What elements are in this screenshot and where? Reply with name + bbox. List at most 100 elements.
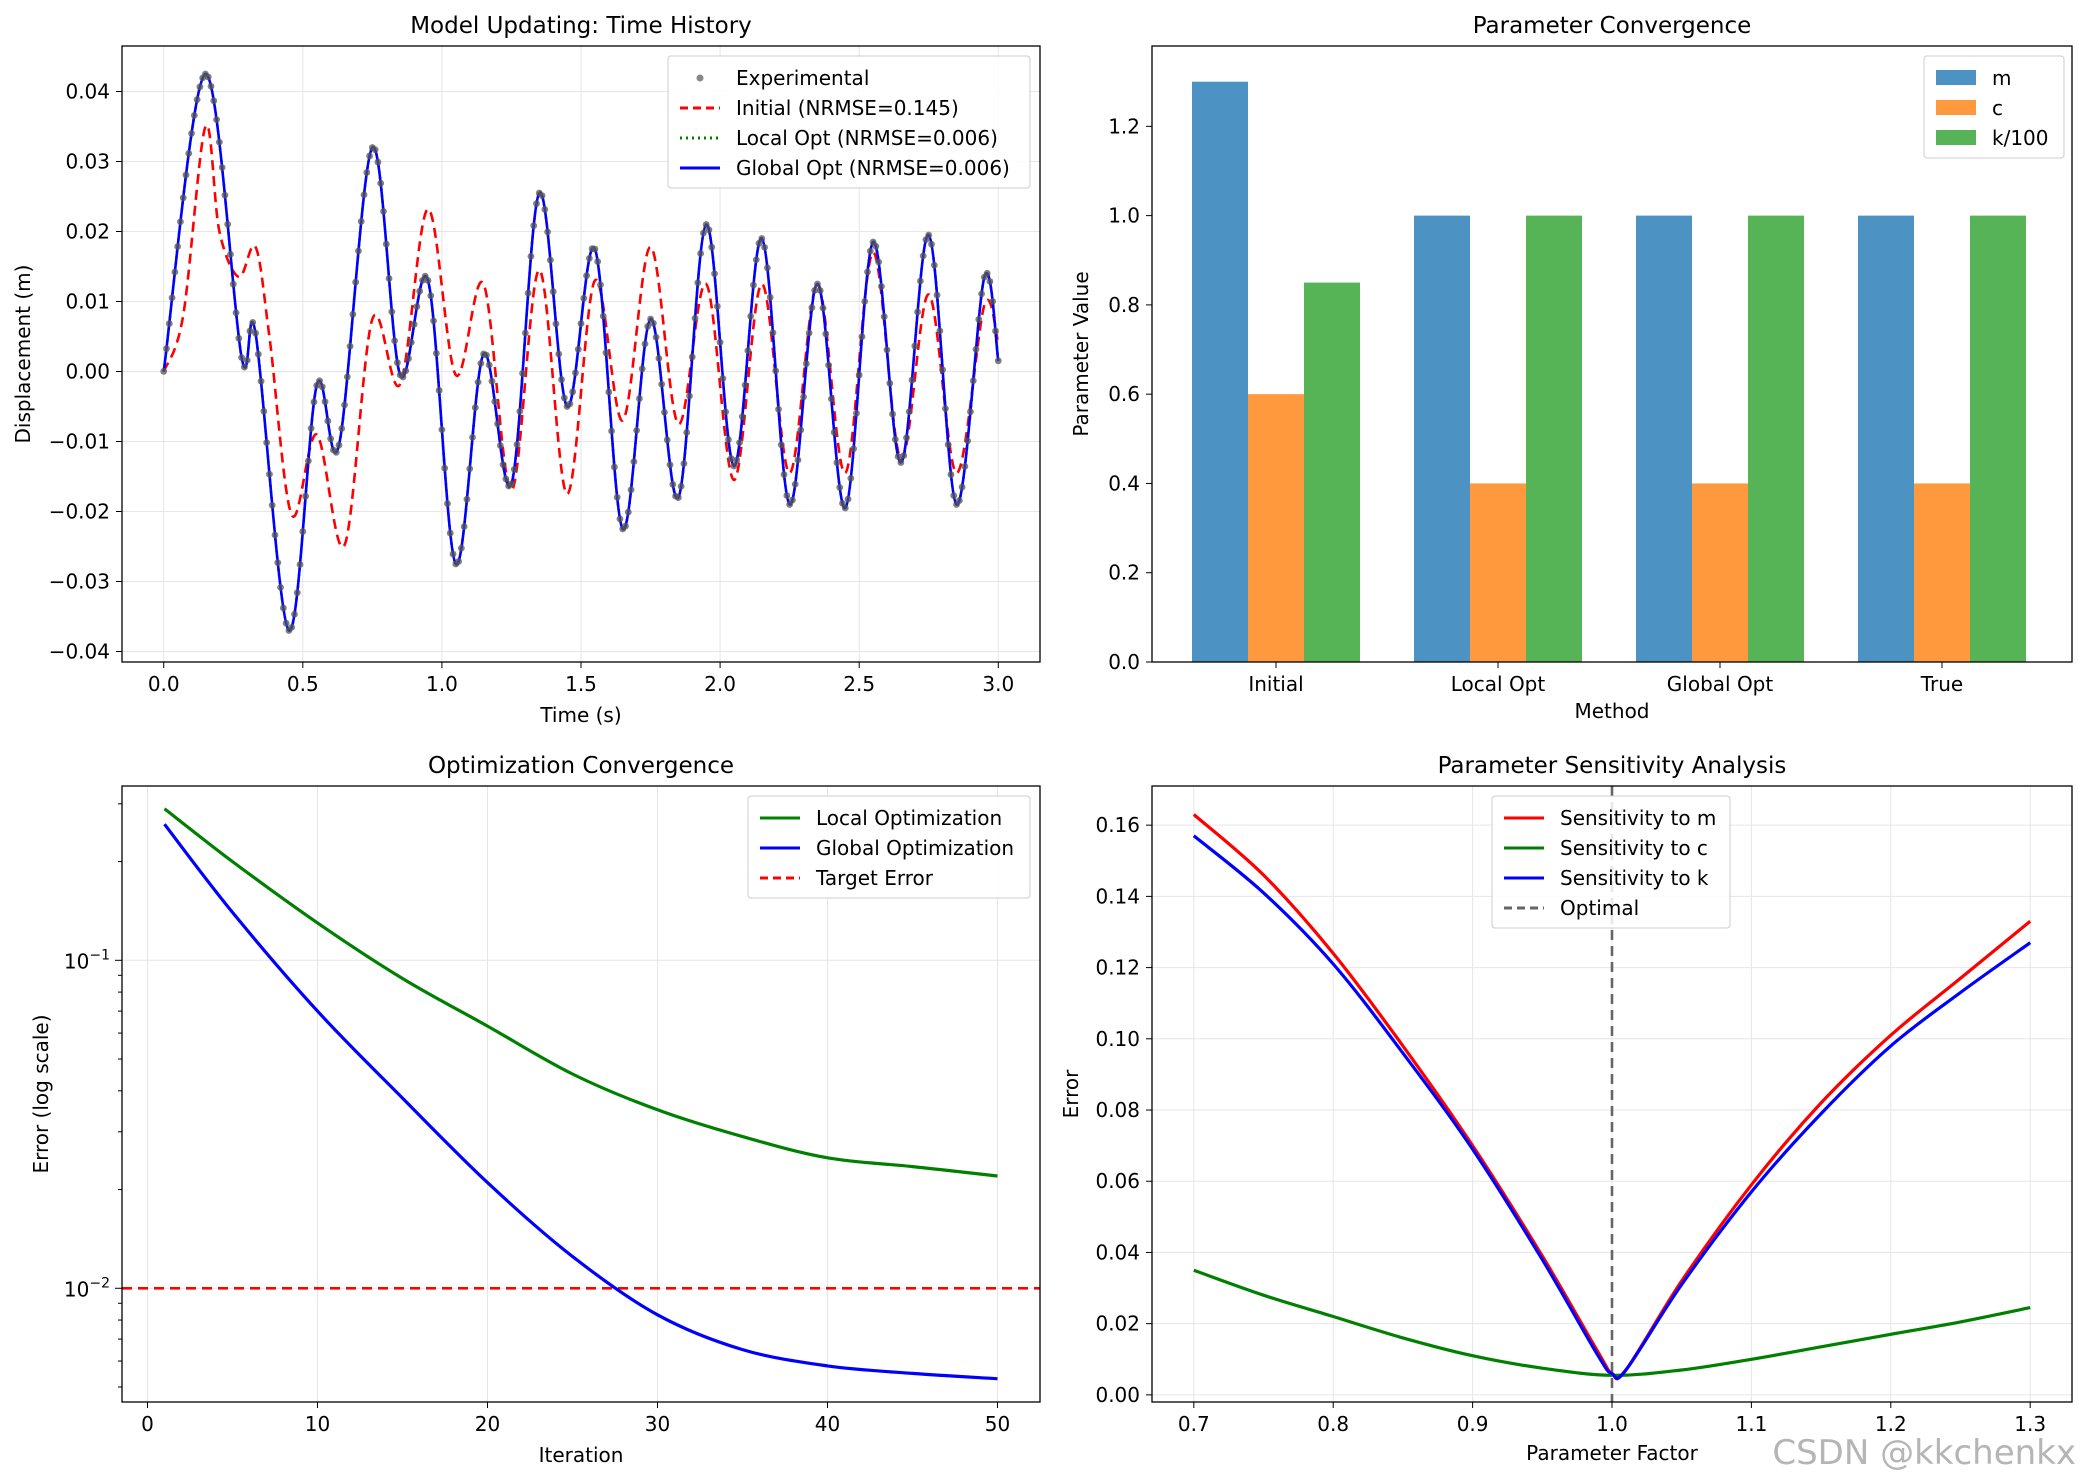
experimental-point: [249, 318, 257, 326]
experimental-point: [969, 377, 977, 385]
experimental-point: [992, 327, 999, 335]
experimental-point: [925, 231, 933, 239]
x-tick-label: 0.8: [1317, 1412, 1349, 1436]
experimental-point: [516, 407, 524, 415]
experimental-point: [293, 589, 301, 597]
experimental-point: [908, 376, 916, 384]
experimental-point: [880, 313, 888, 321]
experimental-point: [978, 290, 985, 298]
experimental-point: [713, 302, 721, 310]
bar-c-initial: [1248, 394, 1304, 662]
experimental-point: [942, 405, 949, 412]
experimental-point: [636, 395, 643, 402]
experimental-point: [674, 494, 682, 501]
experimental-point: [602, 349, 610, 357]
experimental-point: [546, 256, 554, 264]
x-tick-label: 2.5: [843, 672, 875, 696]
experimental-point: [435, 387, 443, 394]
experimental-point: [460, 523, 468, 531]
experimental-point: [332, 448, 340, 456]
x-tick-label: 50: [985, 1412, 1010, 1436]
experimental-point: [463, 495, 471, 503]
series-initial: [162, 123, 1000, 549]
experimental-point: [766, 293, 774, 301]
experimental-point: [391, 337, 399, 345]
experimental-point: [697, 250, 705, 257]
experimental-point: [530, 222, 538, 230]
experimental-point: [708, 243, 716, 251]
experimental-point: [488, 377, 496, 385]
experimental-point: [224, 220, 232, 228]
experimental-point: [694, 279, 702, 287]
experimental-point: [432, 349, 440, 357]
bar-m-initial: [1192, 81, 1248, 662]
experimental-point: [741, 381, 749, 389]
legend-label: Experimental: [736, 66, 869, 90]
bar-k-100-true: [1970, 215, 2026, 663]
experimental-point: [174, 243, 182, 250]
experimental-point: [624, 508, 632, 516]
experimental-point: [775, 405, 782, 413]
experimental-point: [827, 395, 835, 403]
experimental-point: [405, 355, 412, 362]
experimental-point: [182, 171, 190, 179]
experimental-point: [736, 439, 743, 447]
experimental-point: [538, 192, 546, 199]
experimental-point: [360, 191, 368, 199]
experimental-point: [343, 373, 351, 381]
experimental-point: [455, 558, 462, 565]
experimental-point: [599, 312, 607, 320]
experimental-point: [190, 111, 198, 119]
experimental-point: [702, 221, 710, 228]
experimental-point: [193, 96, 201, 104]
bar-k-100-local-opt: [1526, 215, 1582, 663]
experimental-point: [641, 340, 649, 348]
chart-parameter-convergence: 0.0 0.2 0.4 0.6 0.8 1.0 1.2 Initial Local Opt Glo…: [1069, 13, 2073, 723]
experimental-point: [805, 329, 813, 337]
x-tick-label: Local Opt: [1451, 672, 1546, 696]
experimental-point: [263, 439, 271, 447]
experimental-point: [188, 130, 195, 137]
experimental-point: [610, 463, 618, 471]
axes-frame: [1151, 785, 2073, 1403]
experimental-point: [355, 247, 362, 255]
experimental-point: [288, 623, 296, 631]
legend-box: [747, 795, 1031, 899]
watermark: CSDN @kkchenkx: [1772, 1433, 2076, 1473]
bar-m-global-opt: [1636, 215, 1692, 663]
experimental-point: [357, 218, 365, 225]
experimental-point: [569, 388, 577, 396]
experimental-point: [814, 280, 821, 288]
experimental-point: [777, 441, 785, 449]
chart-title: Parameter Sensitivity Analysis: [1438, 753, 1787, 779]
legend-label: Optimal: [1560, 896, 1639, 920]
experimental-point: [789, 496, 796, 504]
experimental-point: [761, 243, 768, 251]
experimental-point: [605, 388, 613, 396]
experimental-point: [177, 218, 184, 226]
experimental-point: [469, 433, 476, 441]
experimental-point: [930, 261, 938, 269]
y-tick-label: 0.14: [1095, 884, 1140, 908]
experimental-point: [939, 366, 947, 374]
experimental-point: [752, 256, 760, 264]
x-tick-label: 1.0: [1596, 1412, 1628, 1436]
experimental-point: [574, 345, 582, 353]
legend-box: [1491, 795, 1731, 929]
experimental-point: [699, 229, 707, 237]
y-tick-label: −0.02: [49, 500, 110, 524]
experimental-point: [944, 441, 952, 448]
experimental-point: [238, 354, 246, 361]
experimental-point: [677, 482, 685, 490]
bar-k-100-global-opt: [1748, 215, 1804, 663]
bar-m-local-opt: [1414, 215, 1470, 663]
experimental-point: [444, 500, 451, 507]
y-tick-label: 1.0: [1108, 204, 1140, 228]
experimental-point: [936, 327, 944, 335]
experimental-point: [872, 242, 880, 250]
experimental-point: [508, 480, 515, 488]
chart-parameter-sensitivity: 0.7 0.8 0.9 1.0 1.1 1.2 1.3 0.00 0.02 0.04 0.06 0.0…: [1059, 753, 2073, 1465]
y-tick-label: 0.6: [1108, 382, 1140, 406]
experimental-point: [424, 277, 432, 284]
legend-label: Global Optimization: [816, 836, 1014, 860]
